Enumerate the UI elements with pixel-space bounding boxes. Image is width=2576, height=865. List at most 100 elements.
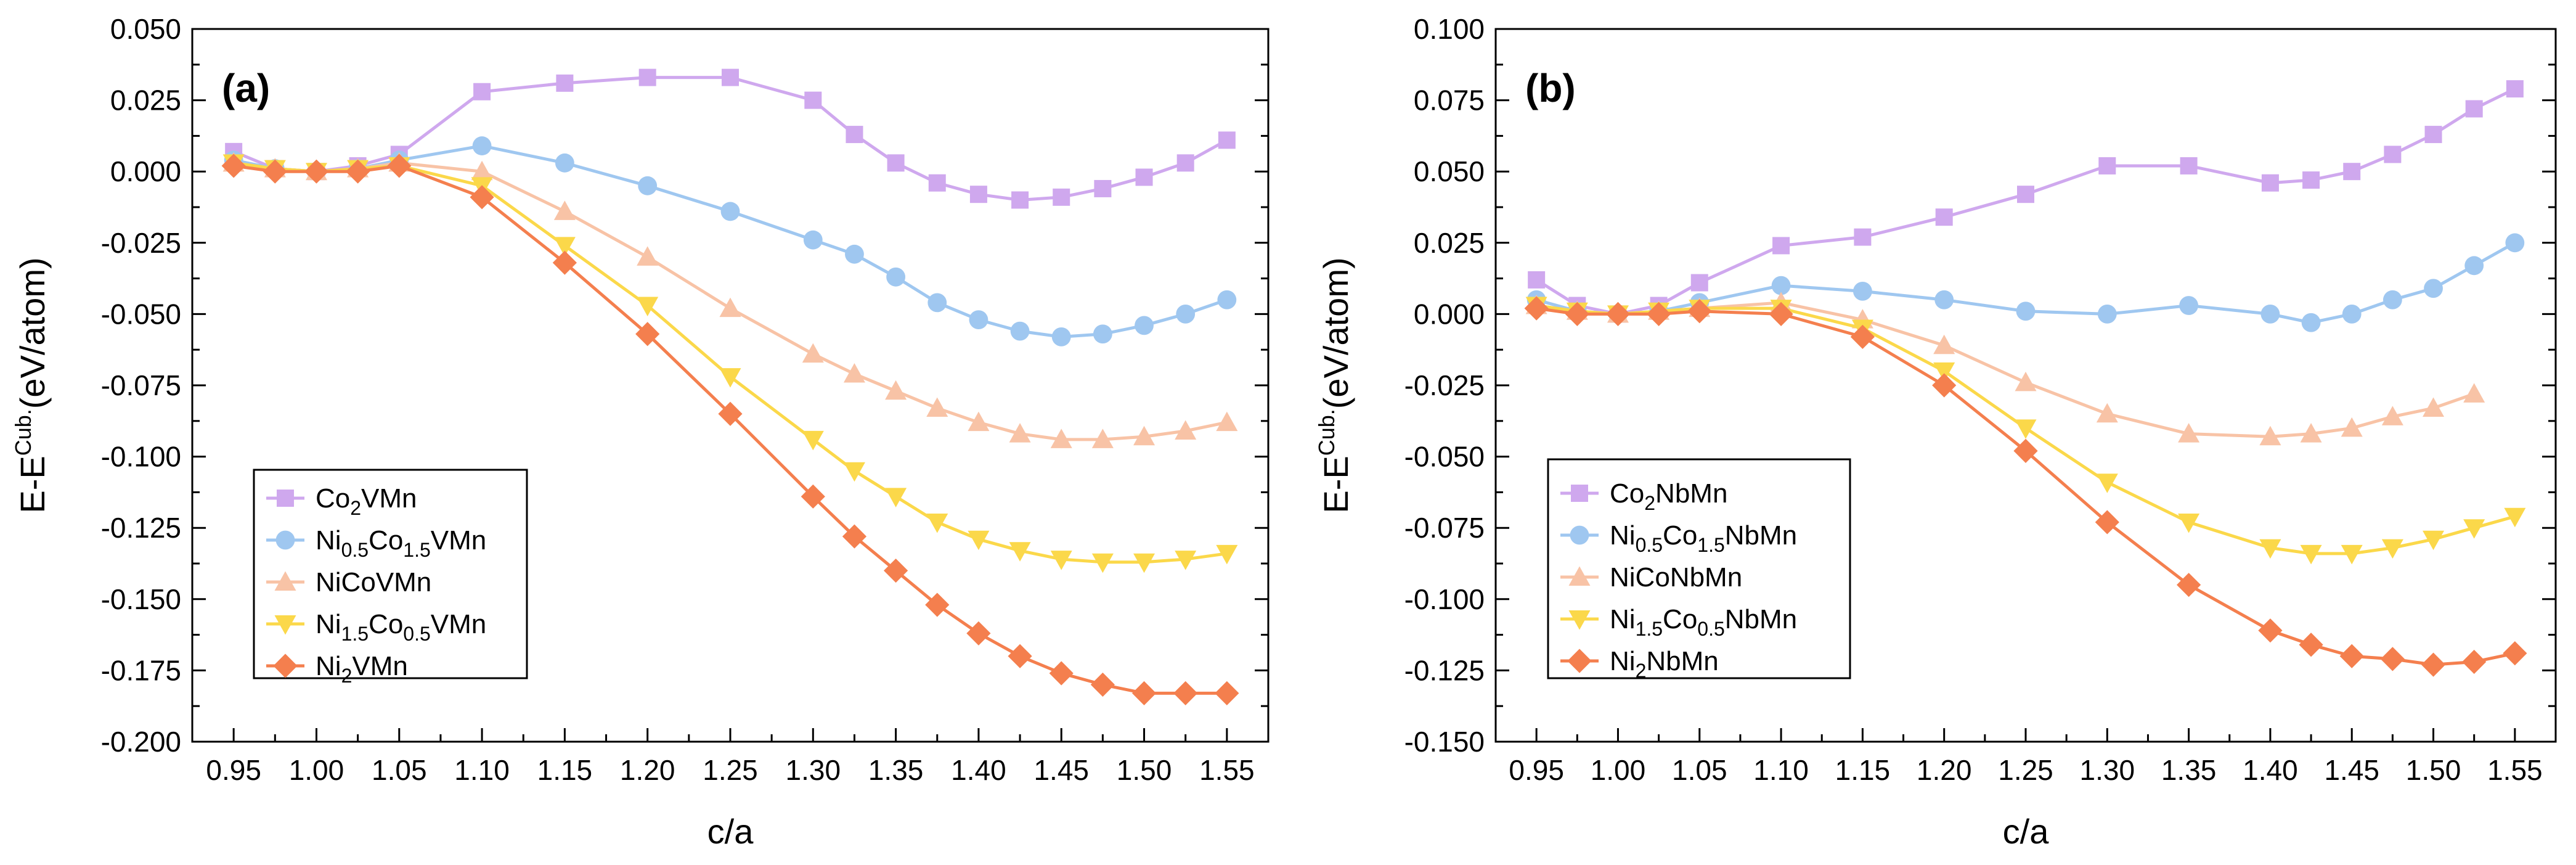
data-point xyxy=(2258,618,2283,643)
legend-label-part: Ni xyxy=(1610,520,1636,551)
data-point xyxy=(1605,301,1631,326)
x-tick-label: 1.00 xyxy=(289,754,344,786)
data-point xyxy=(2013,438,2038,463)
data-point xyxy=(2343,163,2361,181)
x-tick-label: 1.05 xyxy=(372,754,427,786)
legend-label-part: 1.5 xyxy=(403,539,430,561)
data-point xyxy=(1051,327,1071,346)
data-point xyxy=(637,246,659,266)
data-point xyxy=(1091,428,1114,448)
y-axis-title-main: E-E xyxy=(1316,456,1355,513)
data-point xyxy=(722,68,739,86)
legend-label: Co2VMn xyxy=(316,483,417,519)
x-tick-label: 1.40 xyxy=(951,754,1006,786)
data-point xyxy=(842,524,867,549)
legend-label-part: Ni xyxy=(316,609,341,639)
data-point xyxy=(2302,171,2320,189)
data-point xyxy=(638,68,656,86)
legend-marker xyxy=(274,615,296,635)
data-point xyxy=(2300,544,2322,565)
y-axis-title-main: E-E xyxy=(13,456,52,513)
data-point xyxy=(1133,553,1156,573)
legend-label-part: Co xyxy=(1610,478,1644,509)
y-tick-label: -0.050 xyxy=(101,298,181,330)
data-point xyxy=(1135,316,1154,335)
data-point xyxy=(1850,324,1875,349)
legend-marker xyxy=(1571,485,1588,502)
x-tick-label: 1.10 xyxy=(1753,754,1809,786)
legend-label-part: 1.5 xyxy=(1636,618,1663,640)
legend-label-part: NiCoVMn xyxy=(316,567,431,597)
legend-label-part: Ni xyxy=(1610,604,1636,634)
legend-label-part: NbMn xyxy=(1725,604,1797,634)
data-point xyxy=(2384,146,2402,163)
data-point xyxy=(1772,237,1790,255)
data-point xyxy=(2342,305,2362,324)
y-tick-label: -0.075 xyxy=(101,369,181,401)
y-axis-title-tail: (eV/atom) xyxy=(13,257,52,409)
legend-label-part: 2 xyxy=(1636,660,1647,682)
data-point xyxy=(637,297,659,317)
legend-label-part: Co xyxy=(1663,604,1697,634)
legend-marker xyxy=(1570,525,1589,545)
legend-label-part: Ni xyxy=(316,525,341,555)
x-tick-label: 1.35 xyxy=(2161,754,2217,786)
legend-label-part: 0.5 xyxy=(403,623,430,645)
x-tick-label: 1.50 xyxy=(2406,754,2461,786)
x-tick-label: 1.30 xyxy=(2080,754,2135,786)
data-point xyxy=(1687,299,1712,324)
data-point xyxy=(2339,644,2364,668)
data-point xyxy=(2462,649,2487,674)
data-point xyxy=(1933,334,1955,355)
y-tick-label: -0.125 xyxy=(101,512,181,544)
data-point xyxy=(2259,425,2281,446)
data-point xyxy=(2299,633,2323,657)
data-point xyxy=(553,237,576,256)
data-point xyxy=(968,530,990,551)
data-point xyxy=(2098,157,2116,174)
y-tick-label: 0.000 xyxy=(110,155,181,187)
y-tick-label: -0.025 xyxy=(1404,369,1485,401)
data-point xyxy=(885,488,907,507)
series-Co2NbMn xyxy=(1528,80,2524,323)
data-point xyxy=(2504,507,2526,528)
data-point xyxy=(2180,157,2198,174)
y-tick-label: -0.100 xyxy=(1404,583,1485,615)
data-point xyxy=(1771,276,1791,295)
series-line xyxy=(233,76,1228,202)
y-tick-label: -0.175 xyxy=(101,654,181,686)
data-point xyxy=(2463,383,2485,403)
data-point xyxy=(2423,530,2445,551)
legend-label-part: 1.5 xyxy=(341,623,369,645)
data-point xyxy=(1094,179,1112,197)
x-tick-label: 1.55 xyxy=(1199,754,1255,786)
data-point xyxy=(928,174,946,192)
data-point xyxy=(1218,131,1236,149)
x-tick-label: 1.00 xyxy=(1591,754,1646,786)
data-point xyxy=(718,401,743,426)
x-tick-label: 1.35 xyxy=(868,754,924,786)
legend-marker xyxy=(275,530,295,550)
data-point xyxy=(1176,305,1196,324)
data-point xyxy=(2178,513,2200,533)
data-point xyxy=(2505,233,2525,253)
data-point xyxy=(2463,519,2485,539)
data-point xyxy=(387,154,412,178)
data-point xyxy=(846,126,863,144)
legend-label-part: Co xyxy=(1663,520,1697,551)
y-tick-label: -0.150 xyxy=(101,583,181,615)
data-point xyxy=(1011,191,1029,209)
data-point xyxy=(552,250,577,275)
y-tick-label: 0.025 xyxy=(110,84,181,117)
data-point xyxy=(1217,290,1237,310)
data-point xyxy=(1932,373,1957,398)
legend-label: Co2NbMn xyxy=(1610,478,1727,514)
data-point xyxy=(1049,661,1074,686)
data-point xyxy=(2260,305,2280,324)
data-point xyxy=(2301,313,2321,332)
data-point xyxy=(2096,473,2118,493)
x-tick-label: 1.10 xyxy=(454,754,510,786)
data-point xyxy=(1131,681,1157,705)
legend: Co2VMnNi0.5Co1.5VMnNiCoVMnNi1.5Co0.5VMnN… xyxy=(253,469,528,687)
